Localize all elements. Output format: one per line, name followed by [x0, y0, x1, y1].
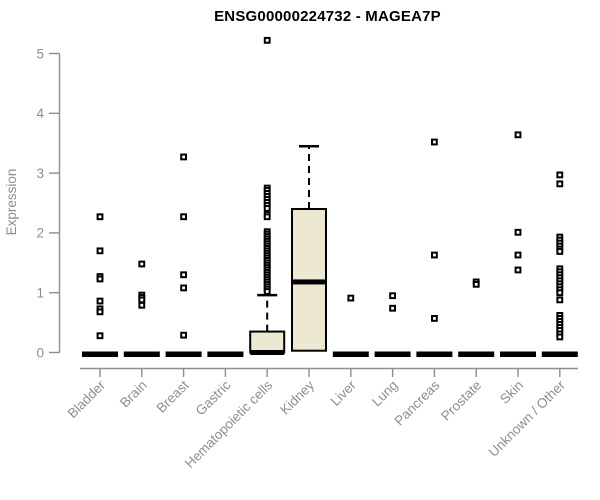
outlier-point — [180, 284, 187, 292]
outlier-point — [96, 332, 104, 340]
x-tick-label: Kidney — [277, 377, 317, 417]
outlier-point — [514, 251, 522, 259]
x-tick-label: Lung — [369, 378, 401, 410]
collapsed-box-liver — [332, 351, 369, 357]
outlier-point — [347, 294, 355, 302]
median-line — [292, 279, 326, 285]
outlier-point — [96, 213, 104, 221]
outlier-point — [96, 297, 104, 305]
outlier-point — [556, 289, 564, 297]
y-tick-label: 3 — [36, 166, 44, 181]
y-tick-label: 4 — [36, 106, 44, 121]
outlier-point — [556, 248, 564, 255]
collapsed-box-pancreas — [416, 351, 453, 357]
y-axis-label: Expression — [4, 169, 19, 236]
collapsed-box-unknown-other — [541, 351, 578, 357]
outlier-point — [263, 204, 271, 212]
outlier-point — [431, 251, 438, 259]
outlier-point — [96, 247, 104, 255]
y-tick-label: 5 — [36, 46, 44, 61]
median-line — [250, 350, 285, 355]
y-tick-label: 1 — [36, 286, 44, 301]
outlier-point — [556, 333, 564, 341]
outlier-point — [514, 228, 522, 236]
x-tick-label: Brain — [117, 378, 150, 411]
outlier-point — [138, 296, 146, 304]
outlier-point — [138, 260, 146, 268]
x-tick-label: Gastric — [193, 377, 234, 418]
x-tick-label: Unknown / Other — [486, 377, 569, 460]
outlier-point — [180, 213, 187, 221]
collapsed-box-brain — [123, 351, 160, 357]
collapsed-box-bladder — [82, 351, 118, 357]
y-tick-label: 2 — [36, 226, 44, 241]
outlier-point — [556, 180, 564, 188]
outlier-point — [556, 171, 564, 179]
outlier-point — [96, 275, 104, 283]
chart-title: ENSG00000224732 - MAGEA7P — [214, 8, 441, 25]
collapsed-box-breast — [165, 351, 202, 357]
outlier-point — [556, 296, 564, 304]
collapsed-box-lung — [374, 351, 411, 357]
iqr-box-hematopoietic-cells — [249, 330, 286, 354]
outlier-point — [389, 292, 397, 300]
x-tick-label: Skin — [497, 378, 526, 407]
outlier-point — [389, 304, 397, 312]
collapsed-box-gastric — [207, 351, 244, 357]
outlier-point — [263, 288, 271, 295]
x-tick-label: Prostate — [438, 378, 484, 424]
x-tick-label: Breast — [154, 377, 192, 415]
outlier-point — [180, 271, 187, 279]
outlier-point — [180, 331, 187, 339]
outlier-point — [263, 213, 271, 221]
outlier-point — [431, 138, 438, 146]
outlier-point — [472, 280, 480, 288]
outlier-point — [514, 266, 522, 274]
outlier-point — [180, 153, 187, 161]
x-tick-label: Bladder — [65, 377, 109, 421]
outlier-point — [138, 301, 146, 309]
outlier-point — [431, 315, 438, 322]
x-tick-label: Pancreas — [392, 377, 443, 428]
collapsed-box-skin — [500, 351, 536, 357]
x-tick-label: Liver — [328, 377, 360, 409]
outlier-point — [96, 308, 104, 316]
collapsed-box-prostate — [458, 351, 495, 357]
outlier-point — [263, 36, 271, 44]
outlier-point — [514, 131, 522, 139]
y-tick-label: 0 — [36, 345, 44, 360]
